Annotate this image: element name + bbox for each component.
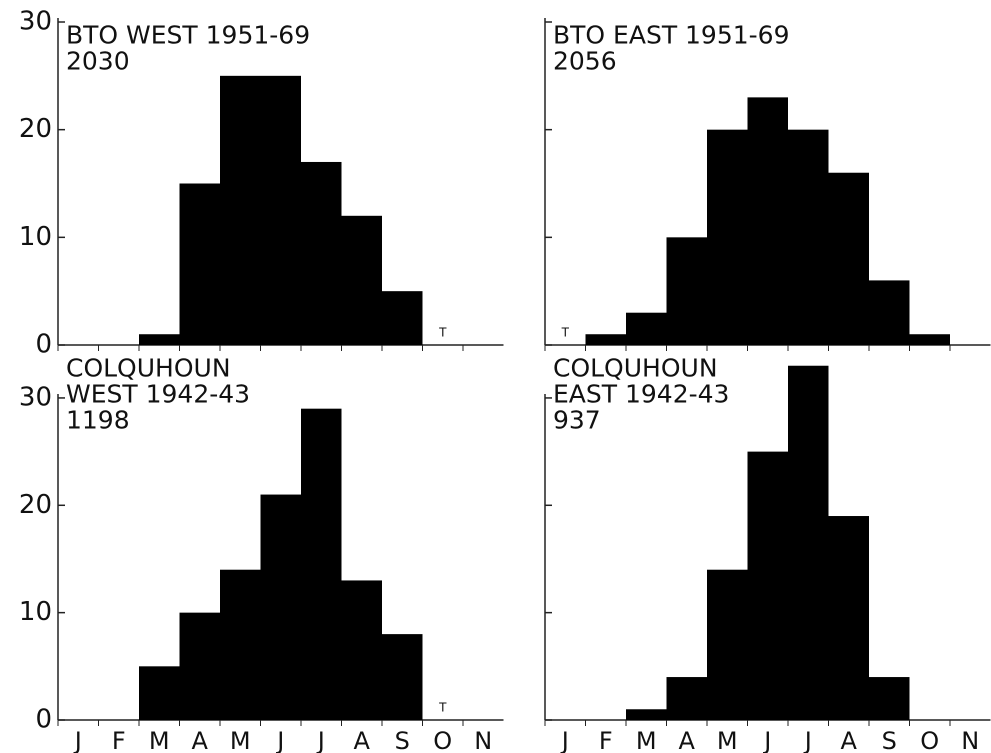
panel-title: BTO EAST 1951-69 <box>553 20 790 49</box>
x-tick-label: J <box>316 727 325 753</box>
bar <box>220 569 261 720</box>
y-tick-label: 30 <box>19 7 52 37</box>
bar <box>747 451 788 720</box>
x-tick-label: A <box>192 727 209 753</box>
bar <box>382 634 423 720</box>
x-tick-label: M <box>717 727 738 753</box>
bar <box>788 365 829 720</box>
bar <box>828 172 869 345</box>
x-tick-label: M <box>230 727 251 753</box>
x-tick-label: F <box>599 727 613 753</box>
x-tick-label: A <box>841 727 858 753</box>
bar <box>139 334 180 345</box>
x-tick-label: S <box>882 727 897 753</box>
x-tick-label: N <box>474 727 492 753</box>
bar <box>707 569 748 720</box>
bar <box>260 75 301 345</box>
bar <box>179 183 220 345</box>
x-tick-label: A <box>354 727 371 753</box>
bar <box>341 580 382 720</box>
x-tick-label: A <box>679 727 696 753</box>
bar <box>220 75 261 345</box>
x-tick-label: M <box>149 727 170 753</box>
bar <box>828 516 869 720</box>
x-tick-label: J <box>762 727 771 753</box>
x-tick-label: J <box>803 727 812 753</box>
bar <box>666 237 707 345</box>
panel-title: 937 <box>553 405 601 434</box>
panel-title: WEST 1942-43 <box>66 379 250 408</box>
panel-title: BTO WEST 1951-69 <box>66 20 310 49</box>
y-tick-label: 20 <box>19 114 52 144</box>
bar <box>139 666 180 720</box>
y-tick-label: 30 <box>19 382 52 412</box>
panel-title: 1198 <box>66 405 130 434</box>
bar <box>585 334 626 345</box>
panel-title: 2056 <box>553 46 617 75</box>
bar <box>869 677 910 720</box>
panel-title: 2030 <box>66 46 130 75</box>
x-tick-label: J <box>73 727 82 753</box>
bar <box>626 709 667 720</box>
y-tick-label: 10 <box>19 597 52 627</box>
y-tick-label: 10 <box>19 222 52 252</box>
bar <box>260 494 301 720</box>
y-tick-label: 0 <box>35 330 52 360</box>
panel-title: COLQUHOUN <box>553 353 718 382</box>
x-tick-label: S <box>395 727 410 753</box>
panel-title: EAST 1942-43 <box>553 379 729 408</box>
x-tick-label: O <box>920 727 939 753</box>
bar <box>788 129 829 345</box>
bar <box>626 312 667 345</box>
x-tick-label: N <box>961 727 979 753</box>
bar <box>747 97 788 345</box>
bar <box>341 215 382 345</box>
y-tick-label: 20 <box>19 490 52 520</box>
x-tick-label: F <box>112 727 126 753</box>
value-label: T <box>438 701 447 715</box>
x-tick-label: O <box>433 727 452 753</box>
x-tick-label: M <box>636 727 657 753</box>
panel-title: COLQUHOUN <box>66 353 231 382</box>
bar <box>869 280 910 345</box>
bar <box>909 334 950 345</box>
bar <box>707 129 748 345</box>
bar <box>179 612 220 720</box>
y-tick-label: 0 <box>35 705 52 735</box>
x-tick-label: J <box>275 727 284 753</box>
bar <box>666 677 707 720</box>
value-label: T <box>561 326 570 340</box>
value-label: T <box>438 326 447 340</box>
bar <box>301 161 342 345</box>
x-tick-label: J <box>560 727 569 753</box>
bar <box>382 291 423 345</box>
bar <box>301 408 342 720</box>
